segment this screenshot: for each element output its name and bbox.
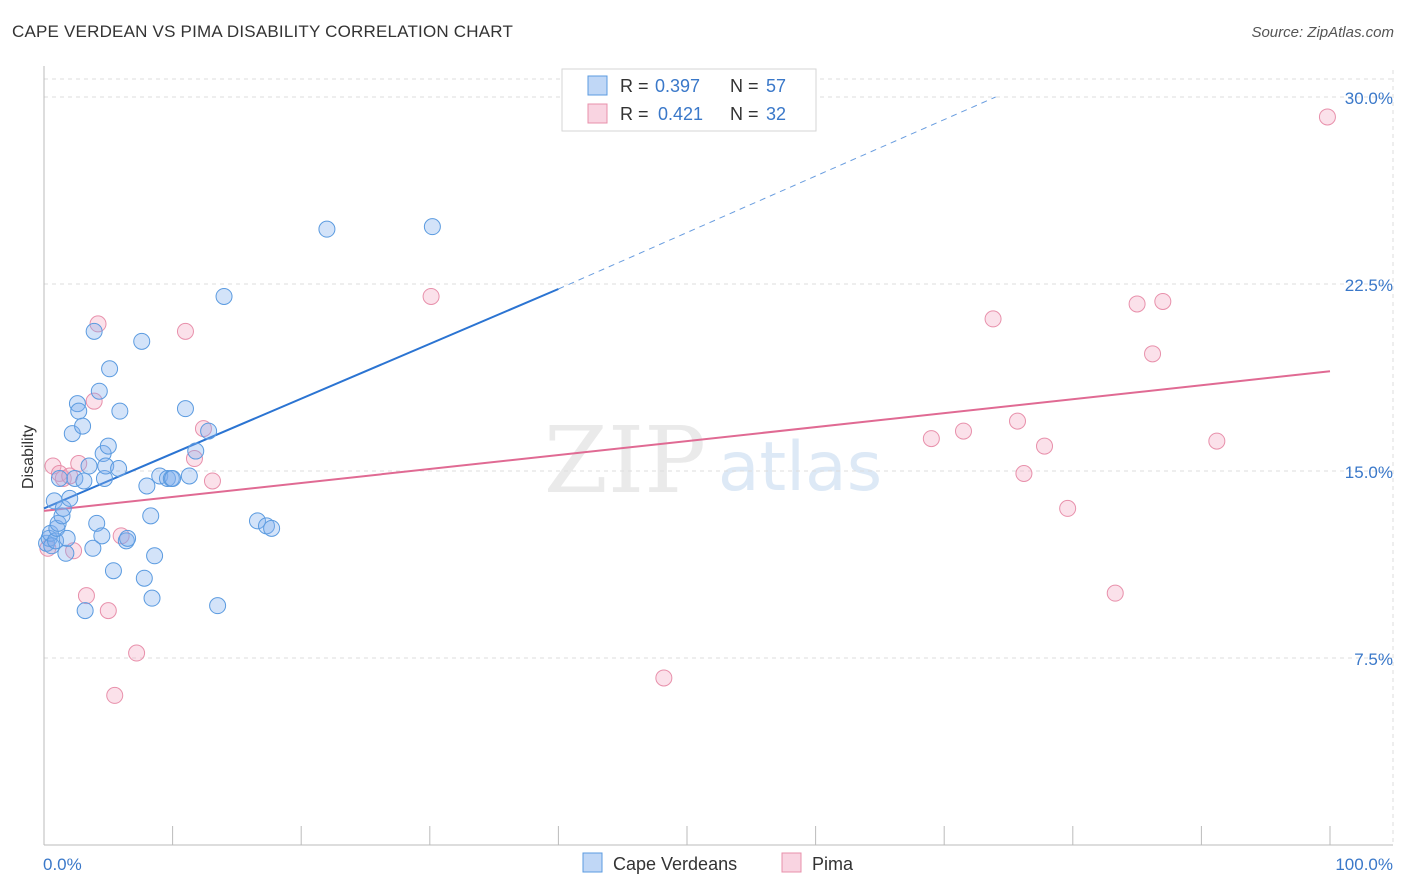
legend-n-label-1: N =	[730, 76, 764, 96]
axis-layer: 7.5% 15.0% 22.5% 30.0%	[43, 66, 1393, 846]
point-cape-verdeans	[104, 562, 122, 580]
watermark-atlas: atlas	[718, 428, 882, 507]
point-cape-verdeans	[119, 529, 137, 547]
legend-n-value-2: 32	[766, 104, 786, 124]
y-axis-label: Disability	[20, 425, 37, 489]
bottom-legend-swatch-pima	[781, 852, 802, 873]
point-pima	[1154, 292, 1172, 310]
point-cape-verdeans	[133, 332, 151, 350]
trendline-pima	[43, 370, 1331, 512]
point-pima	[176, 322, 194, 340]
point-cape-verdeans	[61, 489, 79, 507]
point-pima	[422, 287, 440, 305]
point-pima	[1318, 108, 1336, 126]
point-pima	[1128, 295, 1146, 313]
point-pima	[655, 669, 673, 687]
point-cape-verdeans	[88, 514, 106, 532]
y-tick-label: 30.0%	[1345, 89, 1393, 108]
x-tick-label-min: 0.0%	[43, 855, 82, 874]
legend-n-value-1: 57	[766, 76, 786, 96]
legend-r-label-2: R =	[620, 104, 654, 124]
point-cape-verdeans	[180, 467, 198, 485]
points-layer	[38, 108, 1336, 704]
point-pima	[1015, 464, 1033, 482]
y-tick-label: 15.0%	[1345, 463, 1393, 482]
trendline-cape-verdeans-extension	[558, 96, 996, 290]
point-cape-verdeans	[176, 400, 194, 418]
point-cape-verdeans	[54, 499, 72, 517]
point-cape-verdeans	[58, 529, 76, 547]
point-pima	[922, 430, 940, 448]
bottom-legend-label-pima: Pima	[812, 854, 854, 874]
point-cape-verdeans	[50, 469, 68, 487]
point-pima	[1106, 584, 1124, 602]
series-legend: Cape Verdeans Pima	[582, 852, 854, 874]
trendline-cape-verdeans	[43, 288, 559, 510]
point-cape-verdeans	[93, 527, 111, 545]
point-cape-verdeans	[84, 539, 102, 557]
point-pima	[1208, 432, 1226, 450]
point-cape-verdeans	[146, 547, 164, 565]
y-tick-label: 7.5%	[1354, 650, 1393, 669]
legend-swatch-cape-verdeans	[587, 75, 608, 96]
point-cape-verdeans	[318, 220, 336, 238]
stats-legend: R = 0.397 N = 57 R = 0.421 N = 32	[561, 68, 817, 132]
point-pima	[85, 392, 103, 410]
point-pima	[203, 472, 221, 490]
point-cape-verdeans	[95, 469, 113, 487]
legend-r-label-1: R =	[620, 76, 654, 96]
bottom-legend-label-cape-verdeans: Cape Verdeans	[613, 854, 737, 874]
point-cape-verdeans	[97, 457, 115, 475]
point-cape-verdeans	[85, 322, 103, 340]
point-cape-verdeans	[110, 460, 128, 478]
watermark-zip: ZIP	[544, 407, 706, 514]
point-cape-verdeans	[143, 589, 161, 607]
point-cape-verdeans	[209, 597, 227, 615]
point-pima	[106, 686, 124, 704]
point-cape-verdeans	[57, 544, 75, 562]
legend-r-value-2: 0.421	[658, 104, 703, 124]
point-pima	[1036, 437, 1054, 455]
point-pima	[984, 310, 1002, 328]
legend-n-label-2: N =	[730, 104, 764, 124]
point-cape-verdeans	[101, 360, 119, 378]
chart-title: CAPE VERDEAN VS PIMA DISABILITY CORRELAT…	[12, 22, 514, 41]
point-pima	[77, 587, 95, 605]
point-cape-verdeans	[135, 569, 153, 587]
point-cape-verdeans	[80, 457, 98, 475]
point-cape-verdeans	[74, 417, 92, 435]
point-cape-verdeans	[99, 437, 117, 455]
point-cape-verdeans	[263, 519, 281, 537]
point-cape-verdeans	[164, 469, 182, 487]
point-cape-verdeans	[90, 382, 108, 400]
legend-r-value-1: 0.397	[655, 76, 700, 96]
point-pima	[954, 422, 972, 440]
point-cape-verdeans	[158, 469, 176, 487]
point-pima	[1009, 412, 1027, 430]
point-cape-verdeans	[200, 422, 218, 440]
point-cape-verdeans	[138, 477, 156, 495]
point-cape-verdeans	[215, 287, 233, 305]
trend-layer	[43, 96, 1331, 512]
point-pima	[1144, 345, 1162, 363]
point-cape-verdeans	[76, 602, 94, 620]
y-tick-label: 22.5%	[1345, 276, 1393, 295]
point-cape-verdeans	[248, 512, 266, 530]
point-cape-verdeans	[187, 442, 205, 460]
point-pima	[99, 602, 117, 620]
legend-swatch-pima	[587, 103, 608, 124]
point-cape-verdeans	[75, 472, 93, 490]
chart-source: Source: ZipAtlas.com	[1251, 24, 1394, 41]
point-cape-verdeans	[142, 507, 160, 525]
point-cape-verdeans	[70, 402, 88, 420]
bottom-legend-swatch-cape-verdeans	[582, 852, 603, 873]
x-tick-label-max: 100.0%	[1335, 855, 1393, 874]
point-pima	[128, 644, 146, 662]
point-pima	[1059, 499, 1077, 517]
point-cape-verdeans	[423, 218, 441, 236]
point-cape-verdeans	[111, 402, 129, 420]
